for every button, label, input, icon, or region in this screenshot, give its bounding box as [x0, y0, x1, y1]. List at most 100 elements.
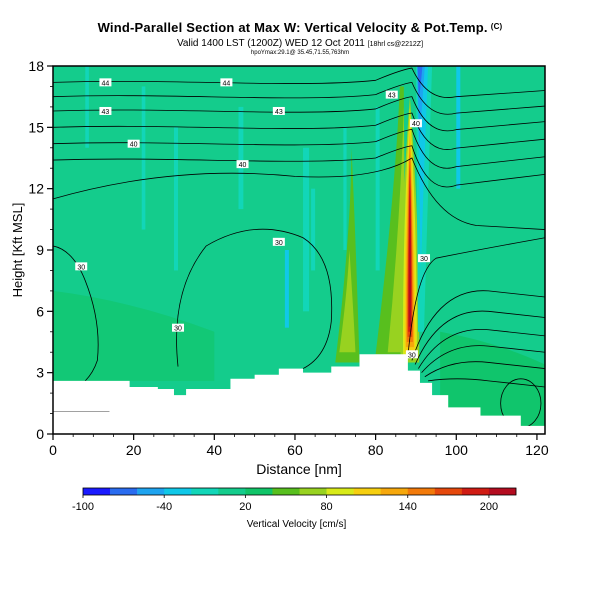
- theta-label-box: [220, 78, 233, 87]
- x-tick-label: 20: [126, 442, 142, 458]
- colorbar-swatch: [380, 488, 409, 495]
- theta-contour: [53, 112, 545, 150]
- theta-contour: [427, 378, 545, 388]
- theta-contour: [53, 145, 545, 188]
- theta-label-box: [75, 262, 88, 271]
- copyright-mark: (C): [490, 22, 503, 31]
- theta-contour: [421, 345, 545, 373]
- y-tick-label: 18: [28, 58, 44, 74]
- theta-label: 40: [409, 119, 422, 128]
- colorbar-swatch: [110, 488, 138, 495]
- theta-label-text: 30: [77, 264, 85, 271]
- colorbar-swatch: [191, 488, 219, 495]
- theta-label-box: [385, 90, 398, 99]
- theta-contour: [411, 290, 545, 361]
- terrain: [53, 354, 545, 434]
- theta-contour: [53, 157, 545, 230]
- colorbar-tick-label: 80: [320, 501, 332, 513]
- theta-label: 40: [236, 160, 249, 169]
- theta-label-box: [172, 323, 185, 332]
- theta-label: 30: [272, 237, 285, 247]
- theta-label: 43: [272, 106, 285, 116]
- theta-contour: [414, 310, 545, 365]
- y-axis-label: Height [Kft MSL]: [10, 203, 25, 298]
- theta-label-box: [418, 254, 431, 263]
- colorbar-swatch: [83, 488, 111, 495]
- downdraft-streak: [284, 250, 289, 328]
- theta-contour: [407, 237, 545, 357]
- y-tick-label: 3: [36, 365, 44, 381]
- colorbar-swatch: [272, 488, 300, 495]
- colorbar-swatch: [488, 488, 517, 495]
- colorbar-swatch: [353, 488, 381, 495]
- theta-label-box: [236, 160, 249, 169]
- theta-label-box: [409, 119, 422, 128]
- valid-time: Valid 1400 LST (1200Z) WED 12 Oct 2011 […: [0, 38, 600, 49]
- theta-contour: [53, 67, 545, 98]
- y-tick-label: 0: [36, 426, 44, 442]
- downdraft-streak: [456, 66, 461, 189]
- axes: 0 20 40 60 80 100 120 0 3 6 9 12 15 18 Distance [nm] He…: [10, 58, 549, 477]
- colorbar-tick-label: -100: [72, 501, 94, 513]
- plot-area: [53, 66, 545, 434]
- theta-label-text: 44: [223, 80, 231, 87]
- colorbar-swatch: [434, 488, 463, 495]
- theta-label-text: 40: [412, 121, 420, 128]
- theta-label-text: 40: [130, 142, 138, 149]
- theta-label-text: 30: [174, 326, 182, 333]
- theta-label-box: [405, 350, 418, 359]
- weak-updraft-area: [53, 290, 215, 381]
- theta-label: 30: [405, 350, 418, 359]
- colorbar: -100 -40 20 80 140 200 Vertical Velocity [cm/s…: [72, 487, 517, 530]
- valid-text: Valid 1400 LST (1200Z) WED 12 Oct 2011: [176, 38, 365, 49]
- theta-label: 43: [385, 90, 398, 100]
- title-text: Wind-Parallel Section at Max W: Vertical…: [97, 20, 488, 35]
- theta-contour: [53, 96, 545, 132]
- colorbar-frame: [82, 487, 517, 496]
- colorbar-tick-label: 140: [399, 501, 417, 513]
- x-tick-label: 100: [445, 442, 469, 458]
- theta-label: 44: [99, 78, 112, 87]
- theta-label-text: 30: [420, 256, 428, 263]
- downdraft-streak: [238, 106, 244, 210]
- theta-label: 30: [75, 262, 88, 271]
- theta-contour: [418, 328, 545, 369]
- x-tick-label: 40: [207, 442, 223, 458]
- colorbar-swatch: [461, 488, 490, 495]
- theta-contour: [53, 81, 545, 115]
- theta-label-text: 44: [102, 80, 110, 87]
- x-tick-label: 0: [49, 442, 57, 458]
- colorbar-tick-label: 200: [480, 501, 498, 513]
- theta-label-text: 30: [408, 352, 416, 359]
- downdraft-streak: [311, 188, 316, 271]
- colorbar-swatch: [299, 488, 327, 495]
- downdraft-streak: [343, 127, 347, 250]
- theta-contour: [53, 128, 545, 169]
- colorbar-tick-label: 20: [239, 501, 251, 513]
- y-tick-label: 6: [36, 303, 44, 319]
- colorbar-swatch: [407, 488, 436, 495]
- theta-contour: [53, 245, 99, 382]
- colorbar-swatch: [245, 488, 273, 495]
- updraft-core: [408, 175, 412, 327]
- colorbar-tick-label: -40: [156, 501, 172, 513]
- y-tick-label: 12: [28, 181, 44, 197]
- theta-label-box: [272, 106, 285, 115]
- terrain-fill: [53, 354, 545, 434]
- downdraft-streak: [303, 147, 310, 312]
- y-tick-label: 9: [36, 242, 44, 258]
- x-tick-label: 60: [287, 442, 303, 458]
- y-tick-label: 15: [28, 119, 44, 135]
- theta-label-box: [272, 237, 285, 246]
- downdraft-streak: [141, 86, 146, 230]
- theta-label: 30: [418, 254, 431, 263]
- updraft-plume: [335, 147, 360, 363]
- theta-label: 40: [127, 139, 140, 149]
- downdraft-streak: [375, 106, 380, 271]
- theta-labels: 44 44 43 43 43 40 40 40 30 30 30 30 30: [75, 78, 431, 359]
- x-tick-label: 80: [368, 442, 384, 458]
- valid-suffix: [18hrl cs@2212Z]: [367, 41, 424, 48]
- theta-label: 30: [172, 323, 185, 333]
- theta-contour: [176, 228, 333, 369]
